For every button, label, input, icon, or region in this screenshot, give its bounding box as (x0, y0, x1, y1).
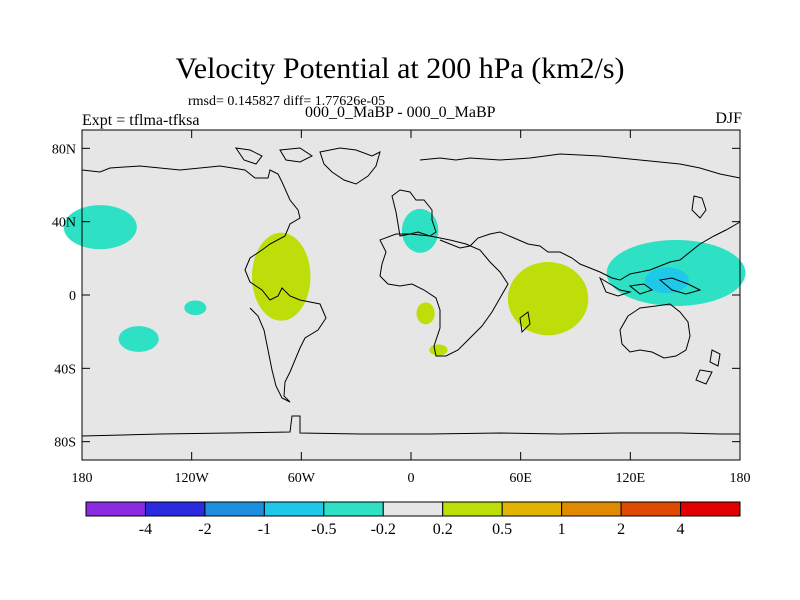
colorbar-swatch (620, 501, 682, 517)
y-tick-label: 80S (54, 436, 76, 451)
coastlines (81, 147, 741, 437)
anomaly-indian-ocean-positive (507, 262, 589, 336)
japan-coastline (691, 195, 707, 219)
anomaly-south-pacific-negative (118, 326, 159, 352)
x-tick-label: 120E (616, 471, 646, 486)
x-tick-label: 0 (408, 471, 415, 486)
anomaly-mediterranean-negative (401, 208, 439, 253)
colorbar-label: -0.2 (371, 521, 396, 538)
colorbar-label: 2 (617, 521, 625, 538)
y-tick-label: 40S (54, 362, 76, 377)
rmsd-diff-stats: rmsd= 0.145827 diff= 1.77626e-05 (188, 94, 386, 109)
anomaly-south-africa-positive (429, 344, 448, 356)
anomaly-west-africa-positive (416, 302, 435, 325)
australia-coastline (619, 303, 691, 359)
colorbar-label: -1 (258, 521, 271, 538)
colorbar-label: 1 (558, 521, 566, 538)
colorbar-swatch (204, 501, 265, 517)
experiment-label: Expt = tflma-tfksa (82, 112, 200, 129)
colorbar-swatch (501, 501, 563, 517)
colorbar-label: 4 (677, 521, 685, 538)
anomaly-layer (63, 205, 746, 356)
antarctica-coastline (81, 415, 740, 437)
anomaly-south-america-positive (251, 232, 311, 321)
y-tick-label: 0 (69, 289, 76, 304)
colorbar-label: -2 (198, 521, 211, 538)
colorbar-swatch (382, 501, 444, 517)
madagascar-coastline (519, 311, 531, 334)
colorbar-swatch (561, 501, 622, 517)
colorbar: -4 -2 -1 -0.5 -0.2 0.2 0.5 1 2 4 (85, 501, 741, 538)
colorbar-swatch (323, 501, 384, 517)
colorbar-label: -4 (139, 521, 152, 538)
africa-coastline (379, 233, 509, 357)
north-america-coastline (81, 165, 327, 403)
x-tick-label: 180 (72, 471, 93, 486)
axes-layer: 180 120W 60W 0 60E 120E 180 80N 40N 0 40S 80S (52, 130, 751, 486)
colorbar-swatch (442, 501, 503, 517)
x-tick-label: 60E (509, 471, 532, 486)
anomaly-west-pacific-core-negative (644, 267, 689, 294)
colorbar-swatch (680, 501, 741, 517)
colorbar-label: 0.5 (492, 521, 512, 538)
maritime-continent-coastline (598, 276, 702, 297)
anomaly-tropical-pacific-negative (184, 300, 207, 316)
arctic-islands-coastline (234, 147, 313, 165)
chart-title: Velocity Potential at 200 hPa (km2/s) (175, 52, 625, 85)
y-tick-label: 40N (52, 216, 76, 231)
colorbar-label: 0.2 (433, 521, 453, 538)
x-tick-label: 120W (175, 471, 210, 486)
y-tick-label: 80N (52, 142, 76, 157)
colorbar-swatch (263, 501, 325, 517)
eurasia-coastline (391, 153, 741, 281)
greenland-coastline (319, 147, 381, 185)
x-tick-label: 60W (288, 471, 316, 486)
new-zealand-coastline (695, 349, 721, 385)
colorbar-label: -0.5 (311, 521, 336, 538)
season-label: DJF (715, 110, 742, 127)
colorbar-swatch (144, 501, 206, 517)
colorbar-swatch (85, 501, 146, 517)
comparison-label: 000_0_MaBP - 000_0_MaBP (305, 104, 496, 121)
x-tick-label: 180 (730, 471, 751, 486)
